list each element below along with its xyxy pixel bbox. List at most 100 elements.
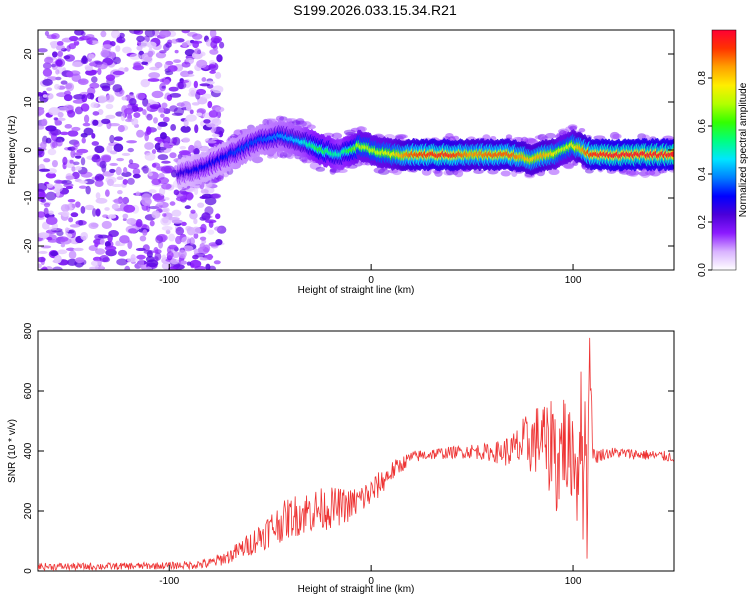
heatmap-cell <box>201 77 207 82</box>
heatmap-cell <box>38 107 45 116</box>
heatmap-cell <box>578 127 586 133</box>
heatmap-cell <box>182 137 191 143</box>
heatmap-cell <box>72 161 80 166</box>
heatmap-x-tick-label: -100 <box>159 275 179 286</box>
heatmap-cell <box>123 107 134 115</box>
heatmap-cell <box>169 152 177 159</box>
heatmap-x-tick-label: 100 <box>565 275 582 286</box>
heatmap-cell <box>173 59 181 64</box>
heatmap-cell <box>208 64 217 69</box>
heatmap-cell <box>122 46 132 54</box>
heatmap-cell <box>144 30 156 38</box>
heatmap-cell <box>116 176 124 181</box>
heatmap-cell <box>171 137 178 144</box>
heatmap-cell <box>151 162 161 169</box>
heatmap-cell <box>54 83 60 90</box>
heatmap-cell <box>45 216 58 225</box>
heatmap-cell <box>135 191 140 197</box>
heatmap-cell <box>148 189 157 194</box>
heatmap-cell <box>129 30 141 34</box>
heatmap-cell <box>189 109 194 115</box>
colorbar-tick-label: 0.2 <box>697 215 708 229</box>
heatmap-cell <box>47 226 58 231</box>
heatmap-cell <box>99 255 109 263</box>
snr-y-ticks: 0 200 400 600 800 <box>23 322 674 574</box>
heatmap-cell <box>85 34 95 39</box>
heatmap-cell <box>42 94 48 98</box>
heatmap-cell <box>195 91 201 100</box>
heatmap-cell <box>74 155 82 159</box>
heatmap-cell <box>209 49 219 55</box>
heatmap-cell <box>48 107 61 116</box>
heatmap-cell <box>210 193 222 199</box>
heatmap-cell <box>75 166 82 171</box>
heatmap-cell <box>101 85 111 92</box>
heatmap-cell <box>157 107 165 114</box>
heatmap-cell <box>199 83 211 87</box>
heatmap-cell <box>155 51 167 59</box>
heatmap-cell <box>71 145 78 151</box>
heatmap-cell <box>97 67 102 76</box>
heatmap-cell <box>70 149 76 158</box>
heatmap-cell <box>51 159 58 168</box>
heatmap-cell <box>67 233 73 238</box>
heatmap-cell <box>95 192 101 200</box>
heatmap-cell <box>197 202 205 208</box>
heatmap-cell <box>214 106 225 113</box>
heatmap-cell <box>151 149 157 155</box>
heatmap-cell <box>126 140 138 144</box>
heatmap-cell <box>545 132 556 139</box>
heatmap-cell <box>159 132 167 140</box>
heatmap-cell <box>200 189 209 194</box>
heatmap-cell <box>670 151 674 158</box>
heatmap-cell <box>160 165 172 174</box>
heatmap-cell <box>71 126 81 132</box>
heatmap-cell <box>83 127 94 136</box>
heatmap-cell <box>141 61 148 65</box>
heatmap-cell <box>306 124 316 130</box>
heatmap-cell <box>94 175 100 182</box>
heatmap-cell <box>163 79 170 85</box>
heatmap-cell <box>196 59 208 69</box>
heatmap-cell <box>175 235 182 245</box>
heatmap-cell <box>146 259 159 268</box>
heatmap-cell <box>209 70 216 74</box>
heatmap-cell <box>66 45 71 52</box>
heatmap-cell <box>149 104 162 109</box>
heatmap-cell <box>127 240 133 250</box>
heatmap-cell <box>279 116 288 122</box>
heatmap-cell <box>199 257 209 261</box>
heatmap-cell <box>123 167 128 174</box>
heatmap-cell <box>38 182 48 192</box>
heatmap-cell <box>191 226 202 235</box>
heatmap-cell <box>158 146 167 151</box>
heatmap-cell <box>186 261 192 266</box>
heatmap-cell <box>94 145 105 154</box>
heatmap-cell <box>123 204 136 213</box>
heatmap-cell <box>111 183 123 188</box>
heatmap-cell <box>41 118 48 127</box>
heatmap-y-tick-label: -10 <box>23 190 34 205</box>
heatmap-cell <box>38 192 47 199</box>
heatmap-cell <box>101 118 111 125</box>
heatmap-cell <box>136 129 145 138</box>
heatmap-cell <box>42 62 52 70</box>
heatmap-cell <box>56 41 64 47</box>
heatmap-cell <box>331 132 343 140</box>
heatmap-cell <box>80 56 89 65</box>
heatmap-cell <box>95 208 101 217</box>
heatmap-cell <box>194 124 199 134</box>
heatmap-cell <box>48 210 54 216</box>
heatmap-cell <box>505 134 513 140</box>
heatmap-cell <box>127 147 134 153</box>
heatmap-cell <box>181 42 188 48</box>
heatmap-cell <box>162 213 167 217</box>
heatmap-cell <box>66 258 78 266</box>
snr-y-tick-label: 400 <box>23 442 34 459</box>
heatmap-cell <box>196 112 203 117</box>
heatmap-cell <box>168 233 176 242</box>
heatmap-y-tick-label: 20 <box>23 48 34 60</box>
heatmap-cell <box>151 210 161 219</box>
colorbar-tick-label: 0.4 <box>697 167 708 181</box>
